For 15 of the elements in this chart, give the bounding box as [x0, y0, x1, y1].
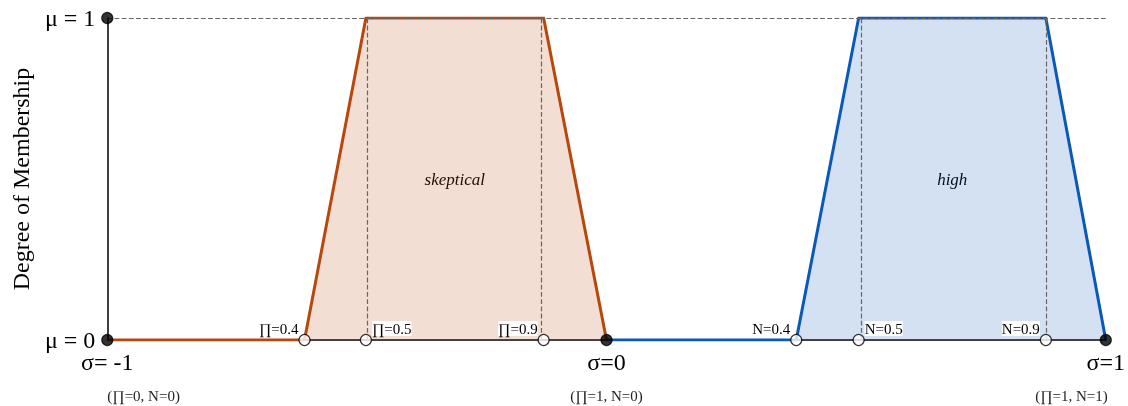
series-label: skeptical — [424, 169, 486, 189]
text: (∏=1, N=1) — [1035, 387, 1108, 405]
x-tick-label: σ=1 — [1086, 349, 1126, 375]
annotation: ∏=0.5 — [371, 320, 412, 338]
series-label: high — [937, 169, 968, 189]
annotation: ∏=0.4 — [258, 320, 299, 338]
annotation: N=0.4 — [752, 320, 791, 337]
annotation: N=0.5 — [864, 320, 903, 337]
annotation: N=0.9 — [1001, 320, 1040, 337]
y-tick-label: μ = 1 — [44, 5, 96, 31]
annotation: ∏=0.9 — [498, 320, 538, 338]
text: (∏=1, N=0) — [570, 387, 643, 405]
x-tick-label: σ=0 — [587, 349, 626, 375]
text: (∏=0, N=0) — [107, 387, 180, 405]
y-axis-title: Degree of Membership — [8, 67, 34, 291]
